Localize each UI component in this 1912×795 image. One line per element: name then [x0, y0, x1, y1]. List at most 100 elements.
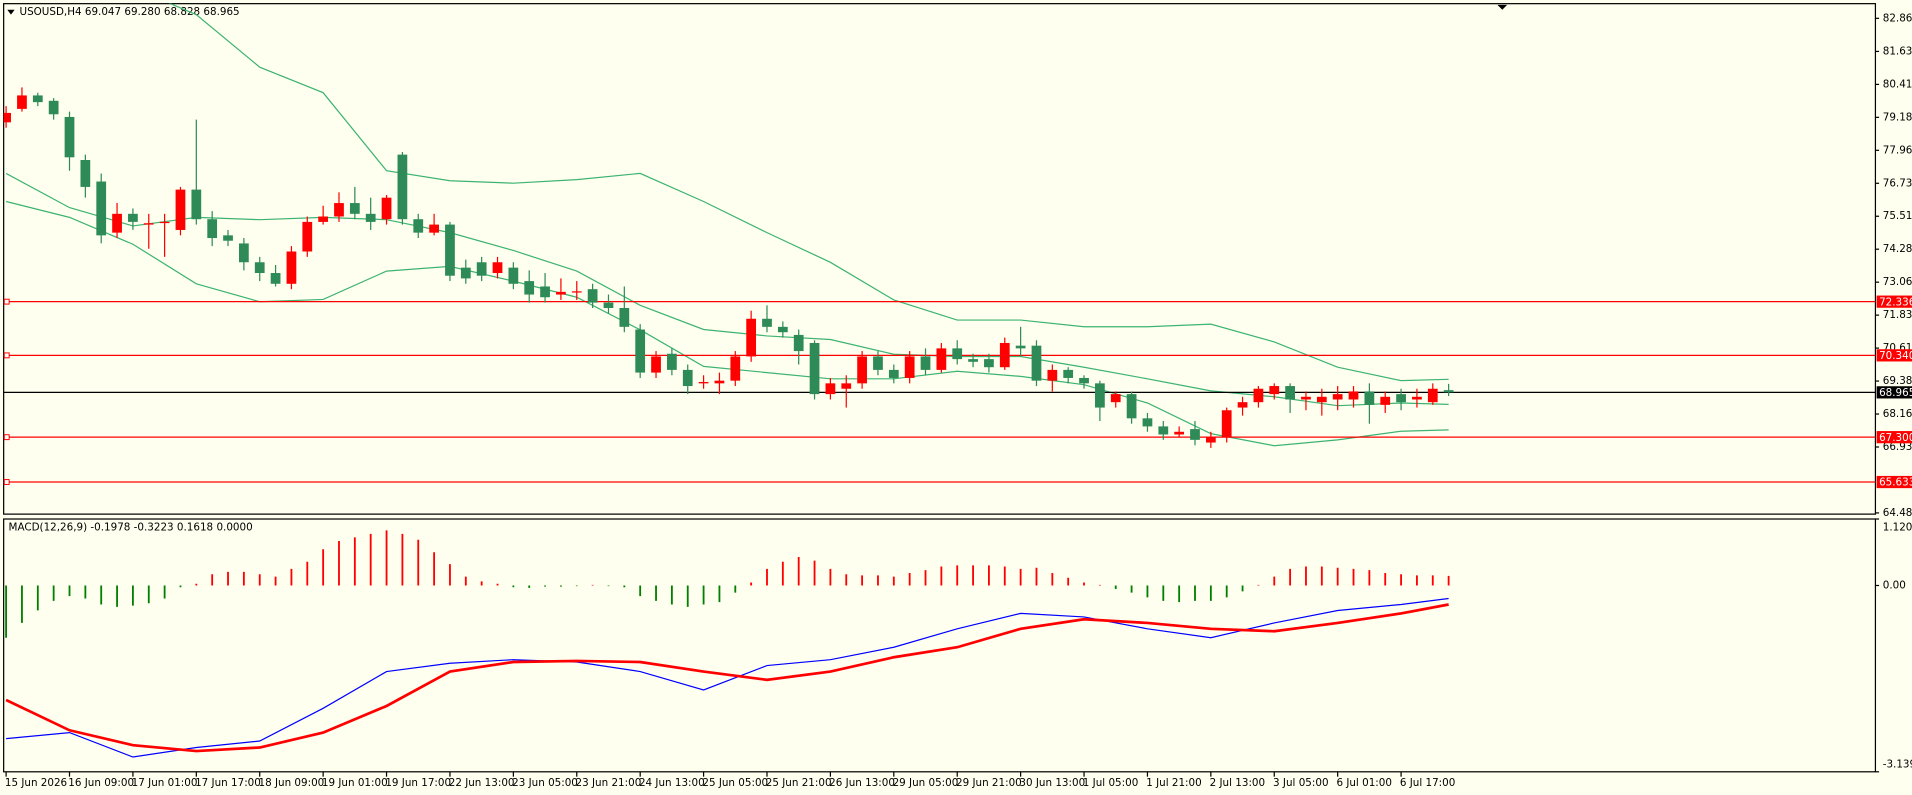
y-tick-label: 80.410: [1883, 78, 1912, 90]
level-handle: [3, 434, 10, 441]
y-tick-label: 71.835: [1883, 309, 1912, 321]
level-label-box: [1876, 386, 1912, 399]
macd-title: MACD(12,26,9) -0.1978 -0.3223 0.1618 0.0…: [9, 522, 253, 534]
candle-body: [191, 189, 202, 220]
candle-body: [1396, 394, 1406, 403]
level-label: 72.336: [1879, 296, 1912, 308]
candle-body: [1237, 402, 1248, 408]
line-series: [168, 3, 1449, 382]
line-series: [5, 603, 1449, 753]
level-label: 70.340: [1879, 350, 1912, 362]
y-tick-label: 0.00: [1883, 579, 1906, 591]
candle-body: [1332, 394, 1343, 400]
candle-body: [777, 326, 788, 333]
x-tick-label: 17 Jun 01:00: [132, 777, 198, 789]
x-tick-label: 6 Jul 17:00: [1400, 777, 1455, 789]
x-tick-label: 1 Jul 05:00: [1083, 777, 1138, 789]
candle-body: [730, 356, 741, 381]
candle-body: [128, 213, 138, 222]
candle-body: [207, 219, 218, 239]
candle-body: [524, 281, 535, 295]
candle-body: [968, 359, 978, 362]
candle-body: [175, 189, 186, 230]
y-tick-label: 79.185: [1883, 111, 1912, 123]
candle-body: [1285, 386, 1295, 400]
y-tick-label: 66.935: [1883, 441, 1912, 453]
level-label: 65.633: [1879, 477, 1912, 489]
x-tick-label: 2 Jul 13:00: [1210, 777, 1265, 789]
candle-body: [318, 216, 329, 222]
candle-body: [936, 348, 947, 370]
candle-body: [80, 160, 91, 187]
candle-body: [413, 219, 424, 233]
candle-body: [476, 262, 487, 276]
candle-body: [651, 356, 661, 373]
candle-body: [48, 100, 59, 115]
x-tick-label: 24 Jun 13:00: [639, 777, 705, 789]
candle-body: [1316, 396, 1327, 403]
candle-body: [1364, 391, 1375, 405]
candle-body: [445, 224, 455, 276]
candle-body: [635, 329, 646, 373]
candle-body: [32, 95, 43, 103]
candle-body: [1205, 437, 1216, 443]
candle-body: [587, 289, 598, 303]
candle-body: [349, 203, 360, 214]
candle-body: [825, 383, 836, 395]
candle-body: [1063, 369, 1074, 378]
x-tick-label: 17 Jun 17:00: [195, 777, 261, 789]
level-label-box: [1876, 349, 1912, 362]
candle-body: [999, 342, 1010, 368]
candle-body: [1158, 426, 1169, 435]
chart-title: USOUSD,H4 69.047 69.280 68.828 68.965: [20, 6, 240, 18]
candle-body: [540, 286, 550, 298]
y-tick-label: 75.510: [1883, 210, 1912, 222]
level-label-box: [1876, 295, 1912, 308]
y-tick-label: 69.385: [1883, 375, 1912, 387]
x-tick-label: 25 Jun 05:00: [702, 777, 768, 789]
candle-body: [682, 369, 693, 387]
x-tick-label: 15 Jun 2026: [5, 777, 67, 789]
y-tick-label: 73.060: [1883, 276, 1912, 288]
candle-body: [888, 369, 899, 378]
y-tick-label: 82.865: [1883, 12, 1912, 24]
candle-body: [667, 353, 677, 370]
candle-body: [1301, 396, 1311, 400]
level-label: 68.965: [1879, 387, 1912, 399]
y-tick-label: 64.485: [1883, 507, 1912, 519]
candle-body: [873, 356, 883, 370]
candle-body: [460, 267, 471, 279]
candle-body: [508, 267, 519, 284]
candle-body: [3, 112, 11, 123]
candle-body: [17, 95, 27, 109]
candle-body: [857, 356, 867, 384]
x-tick-label: 19 Jun 17:00: [385, 777, 451, 789]
candle-body: [1079, 377, 1089, 384]
candle-body: [96, 181, 107, 236]
shift-marker: [1497, 4, 1508, 10]
candle-body: [1126, 394, 1137, 419]
y-tick-label: -3.1396: [1883, 758, 1912, 770]
menu-arrow[interactable]: [7, 9, 15, 15]
candle-body: [254, 262, 265, 274]
candle-body: [1110, 394, 1121, 403]
candle-body: [1221, 410, 1232, 438]
y-tick-label: 76.735: [1883, 177, 1912, 189]
macd-panel: [3, 518, 1877, 773]
candle-body: [334, 203, 344, 217]
candle-body: [1253, 388, 1264, 403]
candle-body: [1427, 388, 1438, 403]
candle-body: [1174, 431, 1185, 435]
x-tick-label: 22 Jun 13:00: [449, 777, 515, 789]
x-tick-label: 16 Jun 09:00: [68, 777, 134, 789]
candle-body: [112, 213, 122, 233]
x-tick-label: 29 Jun 05:00: [893, 777, 959, 789]
candle-body: [952, 348, 963, 360]
candle-body: [1142, 418, 1153, 427]
x-tick-label: 19 Jun 01:00: [322, 777, 388, 789]
candle-body: [143, 223, 154, 225]
y-tick-label: 77.960: [1883, 144, 1912, 156]
candle-body: [1015, 345, 1026, 349]
